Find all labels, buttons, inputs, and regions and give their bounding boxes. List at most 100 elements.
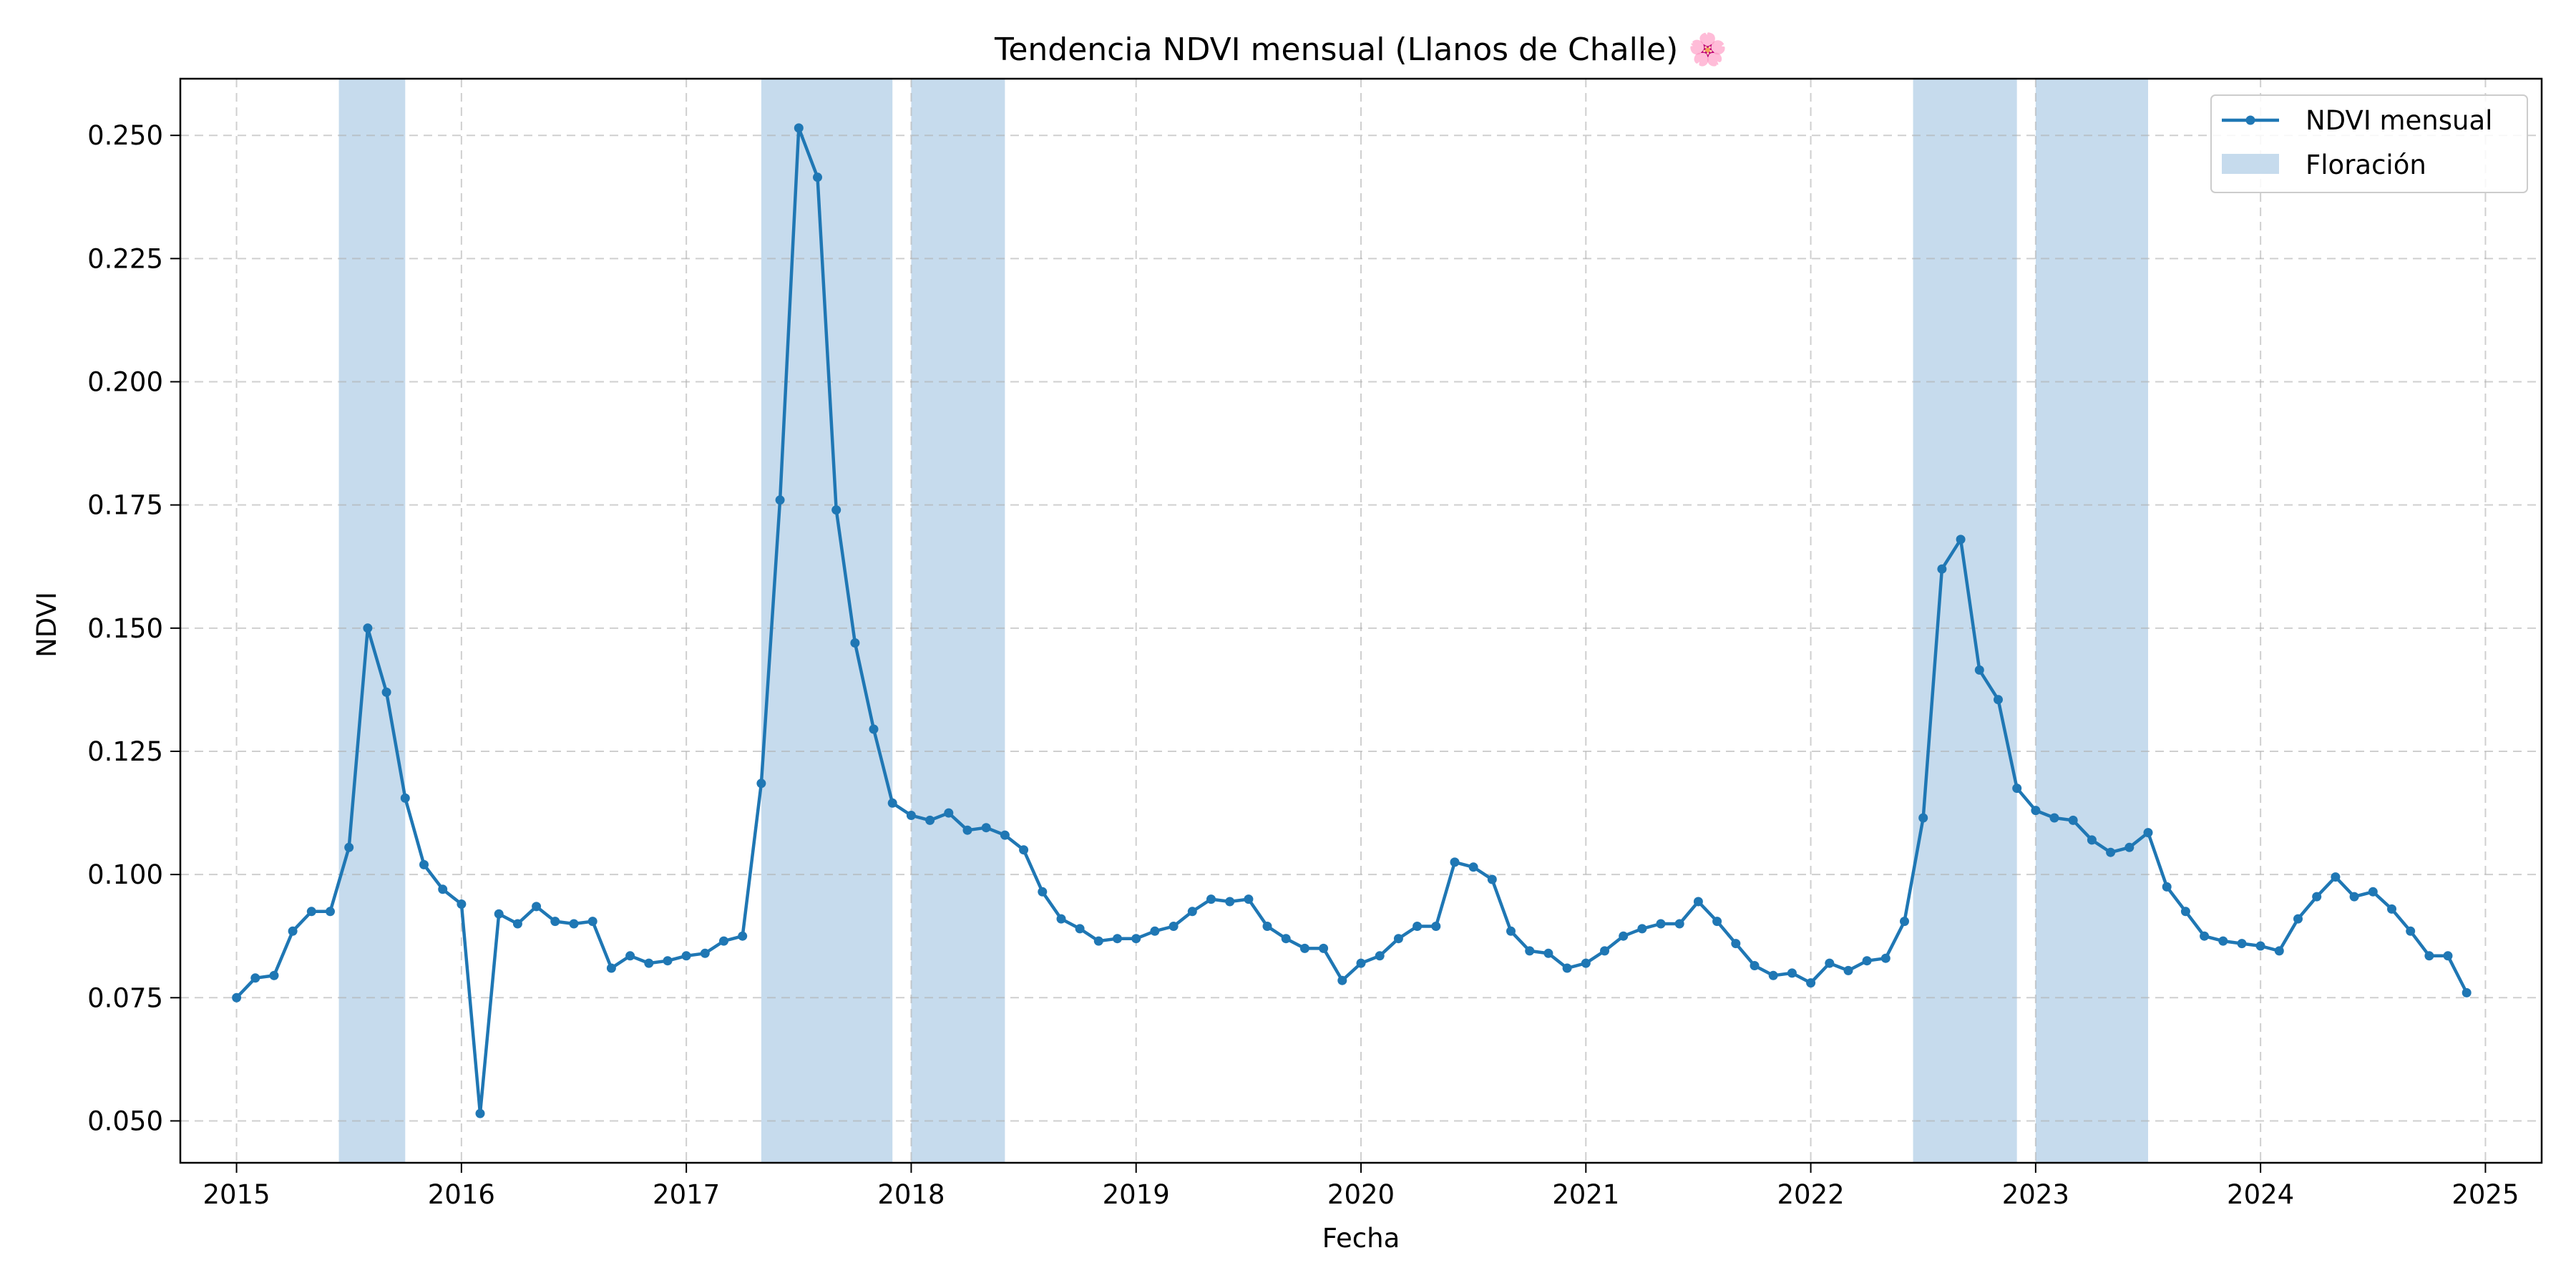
x-tick-label: 2016 <box>428 1179 495 1210</box>
y-tick-label: 0.250 <box>87 120 163 151</box>
ndvi-point <box>1393 934 1403 944</box>
ndvi-point <box>850 638 860 648</box>
ndvi-point <box>681 951 691 961</box>
ndvi-point <box>1525 946 1535 956</box>
ndvi-point <box>587 917 597 927</box>
y-tick-label: 0.100 <box>87 859 163 890</box>
ndvi-point <box>906 811 916 820</box>
ndvi-point <box>2406 926 2416 936</box>
floracion-band <box>338 79 406 1163</box>
x-tick-label: 2021 <box>1552 1179 1619 1210</box>
floracion-band <box>911 79 1005 1163</box>
ndvi-point <box>2087 835 2097 845</box>
ndvi-point <box>944 808 954 818</box>
ndvi-point <box>1619 931 1629 941</box>
ndvi-point <box>1299 943 1309 953</box>
legend-band-swatch <box>2222 154 2279 174</box>
ndvi-point <box>1674 919 1684 929</box>
ndvi-point <box>1000 830 1010 840</box>
ndvi-point <box>2031 806 2041 816</box>
y-tick-label: 0.175 <box>87 490 163 521</box>
ndvi-point <box>1075 924 1085 934</box>
ndvi-point <box>1656 919 1666 929</box>
ndvi-point <box>1974 665 1984 675</box>
ndvi-point <box>869 724 879 734</box>
ndvi-point <box>2349 892 2359 902</box>
ndvi-point <box>756 779 766 789</box>
ndvi-point <box>775 495 785 505</box>
ndvi-point <box>1337 975 1347 985</box>
ndvi-point <box>1468 862 1478 872</box>
ndvi-point <box>2255 941 2265 951</box>
ndvi-point <box>813 172 822 182</box>
ndvi-point <box>1768 970 1778 980</box>
ndvi-point <box>550 917 560 927</box>
ndvi-point <box>1356 958 1366 968</box>
ndvi-point <box>2443 951 2453 961</box>
legend-box <box>2210 94 2528 193</box>
y-tick-label: 0.200 <box>87 367 163 398</box>
ndvi-point <box>700 948 710 958</box>
ndvi-point <box>1413 922 1423 931</box>
ndvi-point <box>1244 894 1254 904</box>
ndvi-point <box>1450 857 1460 867</box>
ndvi-point <box>512 919 522 929</box>
ndvi-point <box>1375 951 1385 961</box>
ndvi-point <box>1637 924 1647 934</box>
ndvi-point <box>2106 847 2116 857</box>
ndvi-point <box>831 505 841 515</box>
ndvi-point <box>1262 922 1272 931</box>
x-tick-label: 2022 <box>1777 1179 1844 1210</box>
y-tick-label: 0.050 <box>87 1106 163 1136</box>
ndvi-point <box>1787 968 1797 978</box>
x-axis-title: Fecha <box>1322 1223 1400 1254</box>
x-tick-label: 2019 <box>1103 1179 1170 1210</box>
ndvi-point <box>475 1108 485 1118</box>
ndvi-point <box>2049 813 2059 823</box>
ndvi-point <box>250 973 260 983</box>
ndvi-point <box>1825 958 1835 968</box>
ndvi-point <box>625 951 635 961</box>
legend: NDVI mensual Floración <box>2210 94 2528 193</box>
y-tick-label: 0.225 <box>87 243 163 274</box>
ndvi-point <box>1900 917 1909 927</box>
ndvi-point <box>1806 978 1816 988</box>
legend-label-floracion: Floración <box>2306 150 2426 180</box>
ndvi-point <box>1581 958 1591 968</box>
ndvi-point <box>644 958 654 968</box>
ndvi-point <box>2293 914 2303 924</box>
x-tick-label: 2017 <box>653 1179 720 1210</box>
ndvi-point <box>2124 842 2135 852</box>
ndvi-point <box>606 963 616 973</box>
grid <box>180 79 2542 1163</box>
ndvi-point <box>2462 987 2472 997</box>
ndvi-point <box>1150 926 1160 936</box>
ndvi-point <box>663 956 673 966</box>
ndvi-point <box>288 926 298 936</box>
ndvi-point <box>1056 914 1066 924</box>
ndvi-point <box>1113 934 1122 944</box>
ndvi-point <box>400 793 410 803</box>
ndvi-point <box>363 623 373 633</box>
ndvi-point <box>1038 887 1048 897</box>
y-tick-label: 0.075 <box>87 982 163 1013</box>
ndvi-point <box>1600 946 1609 956</box>
ndvi-point <box>1131 934 1141 944</box>
legend-marker-swatch <box>2245 115 2255 125</box>
ndvi-point <box>2012 784 2022 794</box>
ndvi-point <box>962 825 972 835</box>
ndvi-point <box>2424 951 2434 961</box>
y-tick-label: 0.125 <box>87 736 163 767</box>
ndvi-point <box>269 970 279 980</box>
ndvi-point <box>457 899 467 909</box>
ndvi-point <box>1431 922 1441 931</box>
ndvi-point <box>532 902 542 912</box>
ndvi-point <box>494 909 504 919</box>
ndvi-point <box>1880 953 1890 963</box>
ndvi-point <box>719 936 728 946</box>
ndvi-point <box>2331 872 2341 882</box>
ndvi-point <box>326 907 335 917</box>
ndvi-point <box>2200 931 2210 941</box>
ndvi-series <box>232 123 2472 1118</box>
ndvi-point <box>1862 956 1872 966</box>
